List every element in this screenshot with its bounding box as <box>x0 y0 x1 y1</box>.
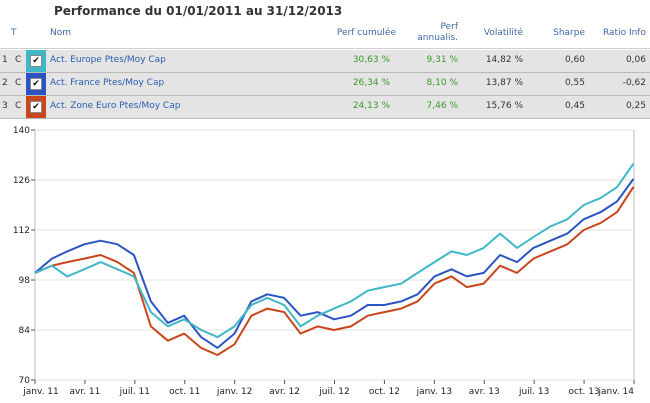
y-tick-label: 112 <box>13 226 30 236</box>
ratio-info-value: -0,62 <box>622 78 646 88</box>
row-type: C <box>15 78 22 88</box>
perf-annualisee-value: 8,10 % <box>426 78 458 88</box>
sharpe-value: 0,60 <box>564 55 585 65</box>
perf-cumulee-value: 26,34 % <box>352 78 390 88</box>
series-checkbox[interactable]: ✔ <box>30 78 42 90</box>
x-tick-label: oct. 12 <box>369 387 400 397</box>
table-row: 1 C ✔ Act. Europe Ptes/Moy Cap 30,63 % 9… <box>0 50 650 73</box>
y-tick-label: 98 <box>19 276 31 286</box>
header-t[interactable]: T <box>11 28 17 38</box>
header-perf-annualisee-line2[interactable]: annualis. <box>417 33 458 43</box>
perf-cumulee-value: 30,63 % <box>352 55 390 65</box>
header-volatilite[interactable]: Volatilité <box>483 28 523 38</box>
x-tick-label: oct. 11 <box>169 387 200 397</box>
row-type: C <box>15 101 22 111</box>
volatilite-value: 15,76 % <box>485 101 523 111</box>
series-color-swatch: ✔ <box>26 96 46 118</box>
table-header: T Nom Perf cumulée Perf annualis. Volati… <box>0 22 650 49</box>
x-tick-label: avr. 12 <box>269 387 300 397</box>
header-perf-cumulee[interactable]: Perf cumulée <box>336 28 396 38</box>
row-index: 2 <box>2 78 8 88</box>
fund-name-link[interactable]: Act. Zone Euro Ptes/Moy Cap <box>50 101 181 111</box>
series-line <box>34 178 635 349</box>
fund-name-link[interactable]: Act. Europe Ptes/Moy Cap <box>50 55 166 65</box>
ratio-info-value: 0,06 <box>625 55 646 65</box>
volatilite-value: 14,82 % <box>485 55 523 65</box>
series-checkbox[interactable]: ✔ <box>30 101 42 113</box>
series-checkbox[interactable]: ✔ <box>30 55 42 67</box>
header-ratio-info[interactable]: Ratio Info <box>602 28 646 38</box>
page-title: Performance du 01/01/2011 au 31/12/2013 <box>54 4 343 18</box>
x-tick-label: janv. 14 <box>597 387 634 397</box>
series-color-swatch: ✔ <box>26 73 46 95</box>
table-row: 2 C ✔ Act. France Ptes/Moy Cap 26,34 % 8… <box>0 73 650 96</box>
x-tick-label: avr. 13 <box>469 387 500 397</box>
perf-cumulee-value: 24,13 % <box>352 101 390 111</box>
row-index: 3 <box>2 101 8 111</box>
ratio-info-value: 0,25 <box>625 101 646 111</box>
series-line <box>34 186 635 356</box>
x-tick-label: janv. 13 <box>416 387 453 397</box>
row-index: 1 <box>2 55 8 65</box>
x-tick-label: oct. 13 <box>568 387 599 397</box>
y-tick-label: 84 <box>19 326 31 336</box>
series-line <box>34 163 635 339</box>
y-tick-label: 126 <box>13 176 30 186</box>
header-nom[interactable]: Nom <box>50 28 72 38</box>
x-tick-label: janv. 11 <box>22 387 59 397</box>
sharpe-value: 0,55 <box>564 78 585 88</box>
perf-annualisee-value: 9,31 % <box>426 55 458 65</box>
perf-annualisee-value: 7,46 % <box>426 101 458 111</box>
y-tick-label: 140 <box>13 126 30 136</box>
x-tick-label: juil. 12 <box>318 387 349 397</box>
row-type: C <box>15 55 22 65</box>
header-perf-annualisee-line1[interactable]: Perf <box>440 22 458 32</box>
performance-line-chart: 70 84 98 112 126 140 janv. 11 avr. 11 juil. 11 oc… <box>13 126 635 397</box>
volatilite-value: 13,87 % <box>485 78 523 88</box>
x-tick-label: avr. 11 <box>69 387 100 397</box>
x-tick-label: juil. 13 <box>518 387 549 397</box>
table-row: 3 C ✔ Act. Zone Euro Ptes/Moy Cap 24,13 … <box>0 96 650 119</box>
fund-name-link[interactable]: Act. France Ptes/Moy Cap <box>50 78 165 88</box>
x-tick-label: juil. 11 <box>119 387 150 397</box>
sharpe-value: 0,45 <box>564 101 585 111</box>
series-color-swatch: ✔ <box>26 50 46 72</box>
x-tick-label: janv. 12 <box>216 387 253 397</box>
header-sharpe[interactable]: Sharpe <box>553 28 585 38</box>
y-tick-label: 70 <box>19 376 31 386</box>
